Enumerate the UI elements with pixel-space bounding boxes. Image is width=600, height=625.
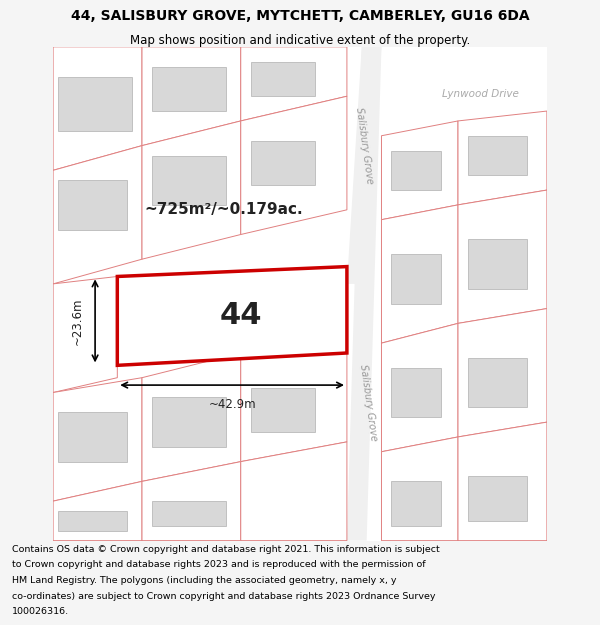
Polygon shape: [458, 422, 547, 541]
Polygon shape: [53, 378, 142, 501]
Bar: [468, 239, 527, 289]
Polygon shape: [142, 353, 241, 481]
Polygon shape: [382, 437, 458, 541]
Bar: [391, 151, 441, 190]
Text: 44: 44: [220, 301, 262, 331]
Bar: [391, 481, 441, 526]
Text: Salisbury Grove: Salisbury Grove: [358, 363, 379, 441]
Bar: [174, 284, 271, 336]
Text: ~725m²/~0.179ac.: ~725m²/~0.179ac.: [144, 202, 303, 217]
Text: Contains OS data © Crown copyright and database right 2021. This information is : Contains OS data © Crown copyright and d…: [12, 545, 440, 554]
Text: to Crown copyright and database rights 2023 and is reproduced with the permissio: to Crown copyright and database rights 2…: [12, 561, 425, 569]
Polygon shape: [142, 121, 241, 259]
Bar: [468, 136, 527, 175]
Polygon shape: [241, 353, 347, 462]
Polygon shape: [347, 47, 382, 541]
Bar: [152, 67, 226, 111]
Polygon shape: [53, 481, 142, 541]
Bar: [251, 62, 315, 96]
Bar: [251, 141, 315, 185]
Bar: [58, 412, 127, 462]
Text: ~42.9m: ~42.9m: [208, 398, 256, 411]
Bar: [58, 76, 132, 131]
Polygon shape: [53, 276, 118, 392]
Polygon shape: [53, 146, 142, 284]
Polygon shape: [118, 267, 347, 366]
Bar: [468, 476, 527, 521]
Text: ~23.6m: ~23.6m: [71, 297, 84, 344]
Polygon shape: [241, 442, 347, 541]
Polygon shape: [458, 190, 547, 323]
Polygon shape: [142, 47, 241, 146]
Text: co-ordinates) are subject to Crown copyright and database rights 2023 Ordnance S: co-ordinates) are subject to Crown copyr…: [12, 592, 436, 601]
Text: HM Land Registry. The polygons (including the associated geometry, namely x, y: HM Land Registry. The polygons (includin…: [12, 576, 397, 585]
Text: 100026316.: 100026316.: [12, 608, 69, 616]
Text: Salisbury Grove: Salisbury Grove: [354, 107, 374, 184]
Polygon shape: [347, 47, 382, 284]
Polygon shape: [458, 309, 547, 437]
Polygon shape: [382, 323, 458, 452]
Text: Lynwood Drive: Lynwood Drive: [442, 89, 518, 99]
Bar: [391, 254, 441, 304]
Text: 44, SALISBURY GROVE, MYTCHETT, CAMBERLEY, GU16 6DA: 44, SALISBURY GROVE, MYTCHETT, CAMBERLEY…: [71, 9, 529, 23]
Bar: [152, 501, 226, 526]
Polygon shape: [458, 111, 547, 205]
Bar: [251, 388, 315, 432]
Bar: [58, 511, 127, 531]
Bar: [58, 180, 127, 229]
Polygon shape: [382, 205, 458, 343]
Polygon shape: [382, 121, 458, 219]
Bar: [468, 358, 527, 408]
Polygon shape: [241, 96, 347, 234]
Polygon shape: [142, 462, 241, 541]
Bar: [391, 368, 441, 418]
Bar: [152, 398, 226, 447]
Polygon shape: [241, 47, 347, 121]
Text: Map shows position and indicative extent of the property.: Map shows position and indicative extent…: [130, 34, 470, 47]
Polygon shape: [53, 47, 142, 170]
Bar: [152, 156, 226, 205]
